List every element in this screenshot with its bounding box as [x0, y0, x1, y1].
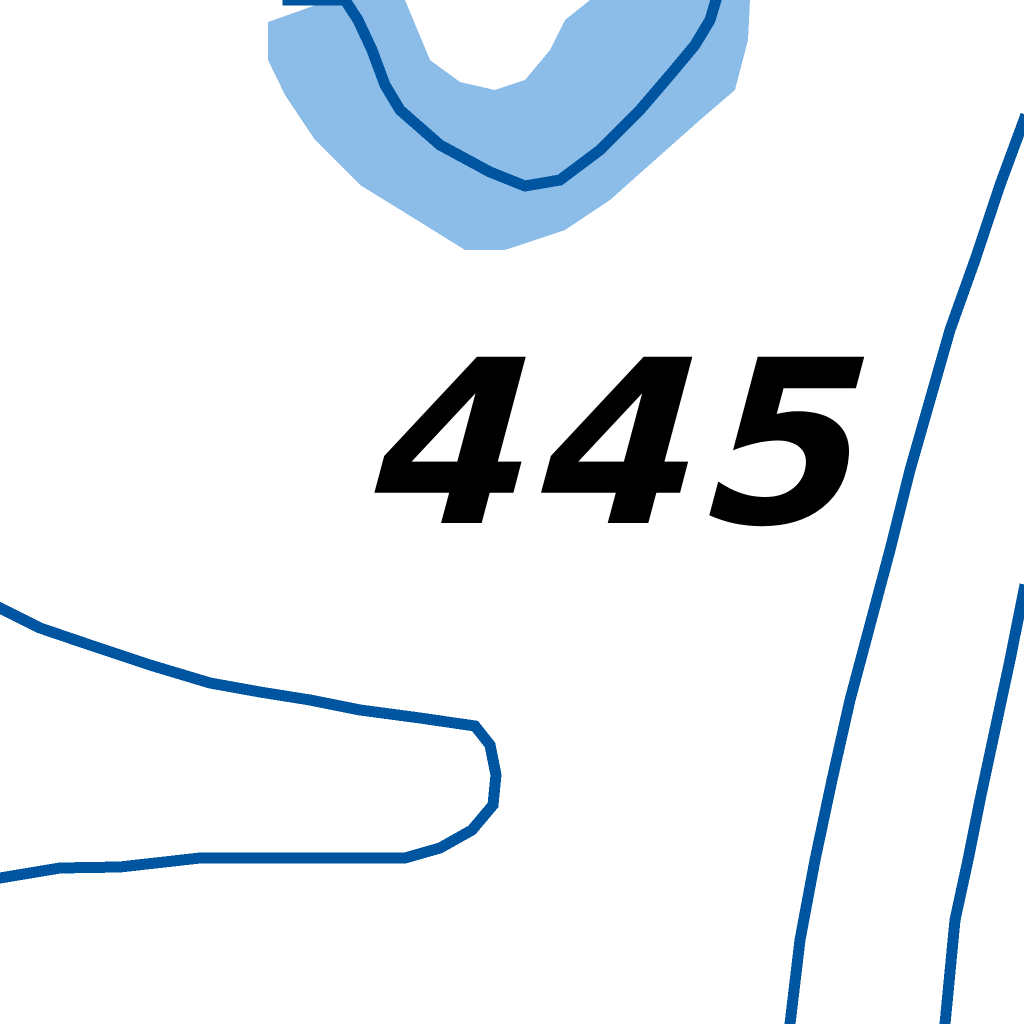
water-buffer-area [268, 0, 750, 250]
elevation-label: 445 [368, 311, 888, 577]
stream-line-top [282, 0, 722, 192]
stream-line-right-1 [784, 112, 1024, 1024]
stream-line-loop [0, 601, 502, 884]
stream-line-right-2 [939, 583, 1024, 1024]
